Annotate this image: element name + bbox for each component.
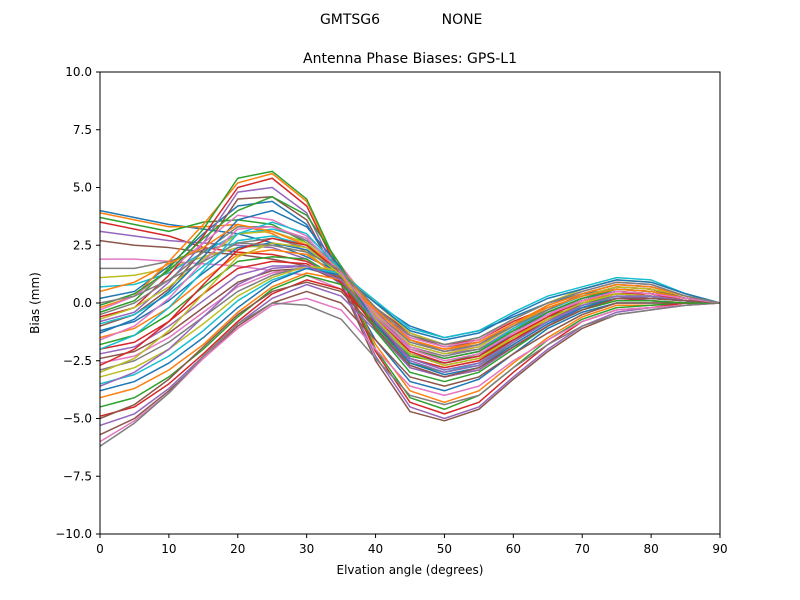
- x-tick-label: 40: [368, 542, 383, 556]
- y-tick-label: 2.5: [73, 238, 92, 252]
- x-axis-label: Elvation angle (degrees): [337, 563, 484, 577]
- x-tick-label: 50: [437, 542, 452, 556]
- y-axis: −10.0 −7.5 −5.0 −2.5 0.0 2.5 5.0 7.5 10.0: [55, 65, 100, 541]
- y-tick-label: −2.5: [63, 354, 92, 368]
- series-line-38: [99, 302, 721, 447]
- series-line-48: [99, 242, 721, 346]
- x-tick-label: 60: [506, 542, 521, 556]
- series-line-37: [99, 297, 721, 443]
- x-tick-label: 90: [712, 542, 727, 556]
- series-line-13: [99, 170, 720, 411]
- y-tick-label: −10.0: [55, 527, 92, 541]
- y-tick-label: 10.0: [65, 65, 92, 79]
- x-tick-label: 80: [643, 542, 658, 556]
- suptitle-right: NONE: [442, 12, 483, 28]
- series-line-45: [99, 265, 721, 387]
- chart-title: Antenna Phase Biases: GPS-L1: [303, 51, 517, 67]
- series-line-43: [99, 195, 720, 383]
- series-line-19: [99, 230, 721, 355]
- series-line-31: [99, 267, 721, 392]
- x-tick-label: 20: [230, 542, 245, 556]
- y-tick-label: −7.5: [63, 469, 92, 483]
- series-line-42: [99, 223, 721, 350]
- series-layer: [99, 170, 721, 447]
- y-tick-label: 5.0: [73, 181, 92, 195]
- x-axis: 0 10 20 30 40 50 60 70 80 90: [96, 534, 728, 556]
- suptitle-left: GMTSG6: [320, 12, 380, 28]
- y-tick-label: 0.0: [73, 296, 92, 310]
- y-axis-label: Bias (mm): [28, 272, 42, 334]
- x-tick-label: 30: [299, 542, 314, 556]
- x-tick-label: 70: [575, 542, 590, 556]
- series-line-30: [99, 267, 721, 385]
- y-tick-label: 7.5: [73, 123, 92, 137]
- y-tick-label: −5.0: [63, 412, 92, 426]
- series-line-46: [99, 281, 721, 420]
- series-line-39: [99, 242, 721, 373]
- x-tick-label: 10: [161, 542, 176, 556]
- x-tick-label: 0: [96, 542, 104, 556]
- series-line-12: [99, 172, 720, 404]
